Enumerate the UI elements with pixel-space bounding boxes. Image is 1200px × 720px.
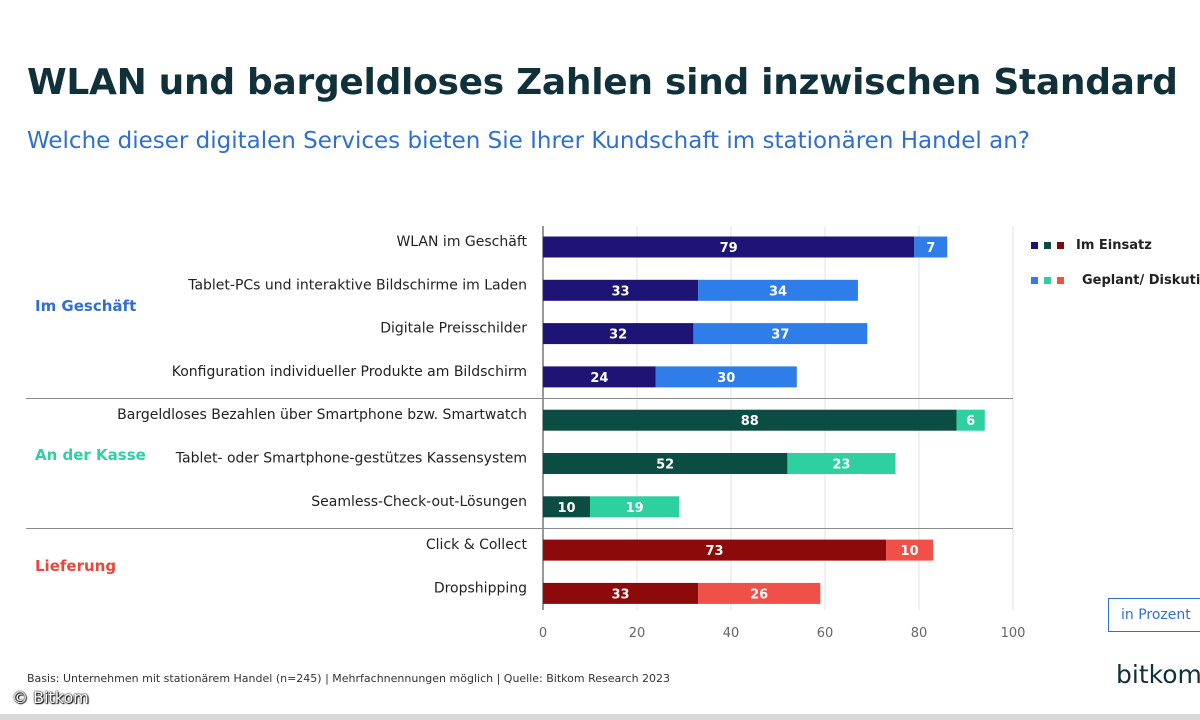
legend-swatch bbox=[1031, 277, 1038, 284]
data-label-planned: 6 bbox=[966, 414, 975, 429]
legend-swatch bbox=[1031, 242, 1038, 249]
x-tick-label: 100 bbox=[1001, 626, 1026, 641]
legend-swatch bbox=[1057, 277, 1064, 284]
data-label-planned: 30 bbox=[717, 371, 735, 386]
page-subtitle: Welche dieser digitalen Services bieten … bbox=[27, 128, 1031, 154]
legend-swatch bbox=[1044, 242, 1051, 249]
data-label-in-use: 52 bbox=[656, 458, 674, 473]
bar-in-use bbox=[543, 323, 694, 345]
data-label-in-use: 79 bbox=[720, 241, 738, 256]
data-label-planned: 7 bbox=[926, 241, 935, 256]
data-label-planned: 10 bbox=[901, 544, 919, 559]
data-label-in-use: 24 bbox=[590, 371, 608, 386]
bar-in-use bbox=[543, 539, 887, 561]
x-tick-label: 60 bbox=[817, 626, 834, 641]
bar-planned bbox=[655, 366, 797, 388]
bar-planned bbox=[956, 409, 985, 431]
bar-in-use bbox=[543, 366, 656, 388]
bar-in-use bbox=[543, 453, 788, 474]
bar-in-use bbox=[543, 236, 915, 258]
bar-planned bbox=[914, 236, 948, 258]
x-tick-label: 20 bbox=[629, 626, 646, 641]
bar-planned bbox=[886, 539, 934, 561]
data-label-in-use: 10 bbox=[557, 501, 575, 516]
category-label: WLAN im Geschäft bbox=[396, 234, 527, 250]
bitkom-logo: bitkom bbox=[1116, 660, 1200, 689]
category-label: Tablet- oder Smartphone-gestützes Kassen… bbox=[175, 451, 527, 467]
category-label: Konfiguration individueller Produkte am … bbox=[172, 364, 527, 380]
data-label-planned: 26 bbox=[750, 587, 768, 602]
data-label-in-use: 32 bbox=[609, 328, 627, 343]
data-label-in-use: 33 bbox=[612, 284, 630, 299]
x-tick-label: 0 bbox=[539, 626, 547, 641]
data-label-in-use: 33 bbox=[612, 587, 630, 602]
category-label: Bargeldloses Bezahlen über Smartphone bz… bbox=[117, 407, 527, 423]
legend-label: Geplant/ Diskutiert bbox=[1082, 273, 1200, 288]
category-label: Digitale Preisschilder bbox=[380, 321, 527, 337]
data-label-planned: 19 bbox=[626, 501, 644, 516]
page-title: WLAN und bargeldloses Zahlen sind inzwis… bbox=[27, 62, 1178, 103]
bar-in-use bbox=[543, 582, 699, 604]
data-label-in-use: 88 bbox=[741, 414, 759, 429]
data-label-in-use: 73 bbox=[706, 544, 724, 559]
data-label-planned: 34 bbox=[769, 284, 787, 299]
x-tick-label: 40 bbox=[723, 626, 740, 641]
bottom-divider bbox=[0, 714, 1200, 720]
category-label: Seamless-Check-out-Lösungen bbox=[311, 494, 527, 510]
bar-in-use bbox=[543, 496, 590, 518]
bar-planned bbox=[590, 496, 680, 518]
data-label-planned: 37 bbox=[771, 328, 789, 343]
legend-swatch bbox=[1057, 242, 1064, 249]
bar-planned bbox=[787, 453, 896, 474]
bar-planned bbox=[698, 279, 858, 301]
bar-planned bbox=[693, 323, 868, 345]
x-tick-label: 80 bbox=[911, 626, 928, 641]
legend-label: Im Einsatz bbox=[1076, 238, 1152, 253]
group-label: Im Geschäft bbox=[35, 297, 136, 315]
category-label: Click & Collect bbox=[426, 537, 528, 553]
group-label: Lieferung bbox=[35, 557, 116, 575]
copyright-notice: © Bitkom bbox=[12, 688, 89, 707]
bar-in-use bbox=[543, 409, 957, 431]
bar-planned bbox=[698, 582, 821, 604]
category-label: Dropshipping bbox=[434, 580, 527, 596]
bar-in-use bbox=[543, 279, 699, 301]
data-label-planned: 23 bbox=[832, 458, 850, 473]
unit-label: in Prozent bbox=[1108, 598, 1200, 632]
category-label: Tablet-PCs und interaktive Bildschirme i… bbox=[187, 277, 527, 293]
legend-swatch bbox=[1044, 277, 1051, 284]
group-label: An der Kasse bbox=[35, 446, 146, 464]
source-footnote: Basis: Unternehmen mit stationärem Hande… bbox=[27, 672, 671, 685]
